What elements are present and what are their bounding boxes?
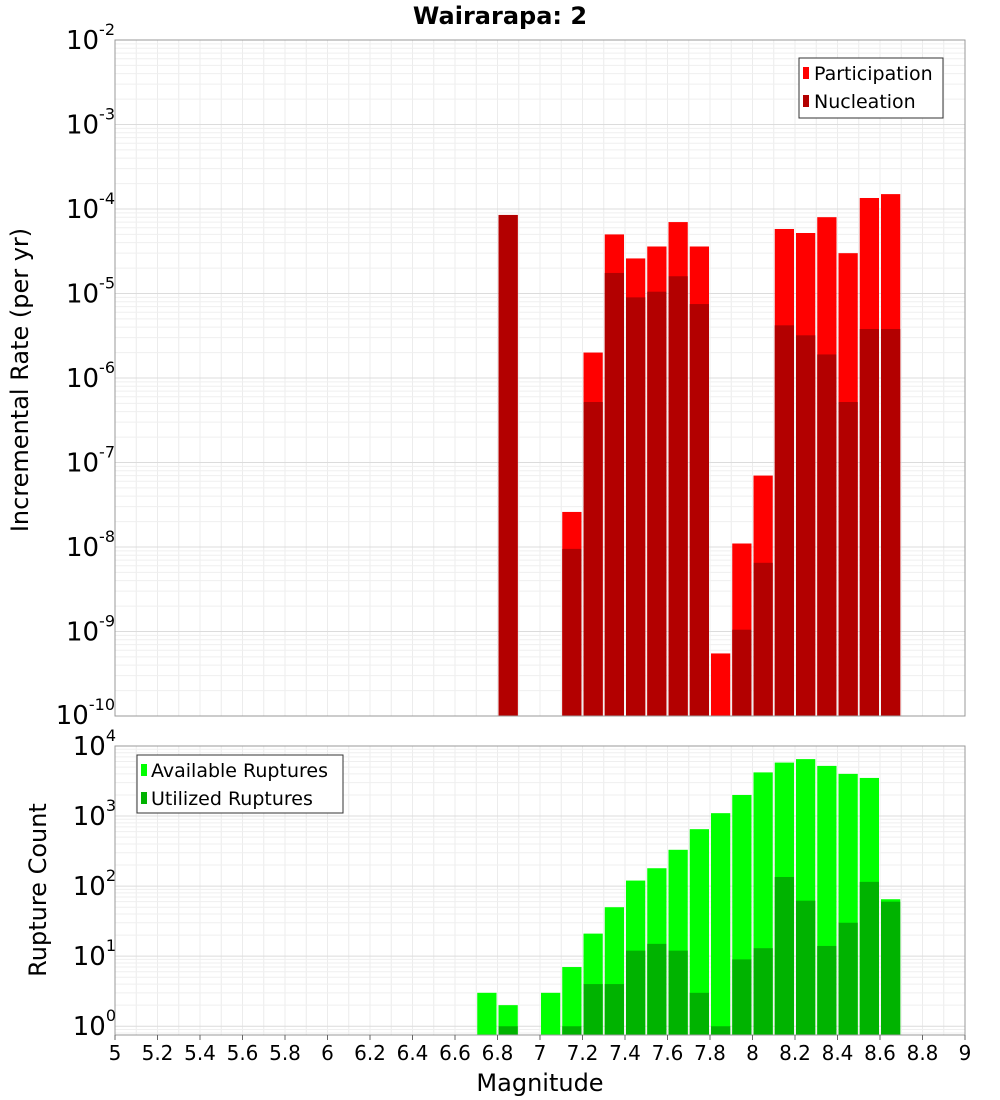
x-tick-label: 8 xyxy=(746,1041,759,1065)
utilized-ruptures-bar xyxy=(859,881,879,1035)
utilized-ruptures-bar xyxy=(881,901,901,1035)
nucleation-bar xyxy=(498,214,518,716)
utilized-ruptures-bar xyxy=(774,876,794,1035)
utilized-ruptures-bar xyxy=(604,984,624,1035)
nucleation-bar xyxy=(774,325,794,716)
x-tick-label: 8.8 xyxy=(907,1041,939,1065)
x-tick-label: 6 xyxy=(321,1041,334,1065)
top-y-tick-label: 10-6 xyxy=(66,358,115,394)
utilized-ruptures-bar xyxy=(732,959,752,1035)
legend-swatch xyxy=(803,67,809,79)
chart-title: Wairarapa: 2 xyxy=(413,2,587,30)
x-tick-label: 5.8 xyxy=(269,1041,301,1065)
x-tick-label: 6.4 xyxy=(397,1041,429,1065)
nucleation-bar xyxy=(668,276,688,716)
legend-swatch xyxy=(141,764,147,776)
bottom-plot-bars xyxy=(477,759,901,1035)
x-tick-label: 6.6 xyxy=(439,1041,471,1065)
x-axis-label: Magnitude xyxy=(476,1069,603,1097)
utilized-ruptures-bar xyxy=(562,1026,582,1035)
legend-label: Utilized Ruptures xyxy=(151,788,313,810)
top-y-tick-label: 10-9 xyxy=(66,612,115,648)
nucleation-bar xyxy=(881,329,901,716)
participation-bar xyxy=(711,653,731,716)
nucleation-bar xyxy=(796,335,816,716)
available-ruptures-bar xyxy=(562,967,582,1035)
x-tick-label: 8.6 xyxy=(864,1041,896,1065)
utilized-ruptures-bar xyxy=(626,950,646,1035)
nucleation-bar xyxy=(689,304,709,716)
x-tick-label: 7.4 xyxy=(609,1041,641,1065)
legend-label: Nucleation xyxy=(814,91,916,113)
nucleation-bar xyxy=(838,401,858,716)
x-tick-labels: 5 5.2 5.4 5.6 5.8 6 6.2 6.4 6.6 6.8 7 7.2 7.4 7.6 7.8 8… xyxy=(109,1035,972,1065)
utilized-ruptures-bar xyxy=(498,1026,518,1035)
top-plot-bars xyxy=(498,194,901,717)
nucleation-bar xyxy=(817,354,837,716)
x-tick-label: 5 xyxy=(109,1041,122,1065)
utilized-ruptures-bar xyxy=(711,1026,731,1035)
utilized-ruptures-bar xyxy=(668,950,688,1035)
utilized-ruptures-bar xyxy=(796,900,816,1035)
utilized-ruptures-bar xyxy=(838,922,858,1035)
bottom-y-tick-label: 100 xyxy=(73,1006,116,1042)
utilized-ruptures-bar xyxy=(647,943,667,1035)
legend-swatch xyxy=(141,792,147,804)
bottom-y-tick-label: 102 xyxy=(73,866,116,902)
utilized-ruptures-bar xyxy=(583,984,603,1035)
nucleation-bar xyxy=(562,548,582,716)
nucleation-bar xyxy=(753,562,773,716)
top-y-tick-labels: 10-10 10-9 10-8 10-7 10-6 10-5 10-4 10-3 10-2 xyxy=(56,20,115,731)
top-y-tick-label: 10-5 xyxy=(66,274,115,310)
top-y-tick-label: 10-3 xyxy=(66,105,115,141)
utilized-ruptures-bar xyxy=(817,945,837,1035)
top-plot-frame xyxy=(114,39,966,717)
x-tick-label: 5.2 xyxy=(142,1041,174,1065)
x-tick-label: 6.2 xyxy=(354,1041,386,1065)
bottom-legend: Available Ruptures Utilized Ruptures xyxy=(136,754,344,814)
top-legend: Participation Nucleation xyxy=(798,57,944,119)
top-y-tick-label: 10-8 xyxy=(66,527,115,563)
top-legend-box xyxy=(798,57,944,119)
nucleation-bar xyxy=(604,272,624,716)
x-tick-label: 8.4 xyxy=(822,1041,854,1065)
nucleation-bar xyxy=(583,401,603,716)
x-tick-label: 7 xyxy=(534,1041,547,1065)
x-tick-label: 8.2 xyxy=(779,1041,811,1065)
top-plot-gridlines xyxy=(114,40,966,717)
bottom-y-tick-label: 101 xyxy=(73,936,116,972)
legend-label: Available Ruptures xyxy=(151,760,328,782)
top-y-tick-label: 10-7 xyxy=(66,443,115,479)
nucleation-bar xyxy=(732,629,752,716)
top-y-tick-label: 10-10 xyxy=(56,695,115,731)
bottom-legend-box xyxy=(136,754,344,814)
available-ruptures-bar xyxy=(689,829,709,1035)
nucleation-bar xyxy=(626,297,646,716)
top-y-axis-label: Incremental Rate (per yr) xyxy=(6,228,34,532)
bottom-y-tick-label: 103 xyxy=(73,796,116,832)
bottom-y-tick-labels: 100 101 102 103 104 xyxy=(73,726,116,1042)
bottom-y-axis-label: Rupture Count xyxy=(24,803,52,977)
legend-swatch xyxy=(803,95,809,107)
utilized-ruptures-bar xyxy=(689,992,709,1035)
x-tick-label: 7.2 xyxy=(567,1041,599,1065)
nucleation-bar xyxy=(859,329,879,716)
nucleation-bar xyxy=(647,291,667,716)
available-ruptures-bar xyxy=(711,813,731,1035)
x-tick-label: 9 xyxy=(959,1041,972,1065)
x-tick-label: 5.4 xyxy=(184,1041,216,1065)
bottom-y-tick-label: 104 xyxy=(73,726,116,762)
x-tick-label: 7.6 xyxy=(652,1041,684,1065)
top-y-tick-label: 10-4 xyxy=(66,189,115,225)
x-tick-label: 7.8 xyxy=(694,1041,726,1065)
available-ruptures-bar xyxy=(541,992,561,1035)
top-y-tick-label: 10-2 xyxy=(66,20,115,56)
legend-label: Participation xyxy=(814,63,933,85)
available-ruptures-bar xyxy=(477,992,497,1035)
x-tick-label: 6.8 xyxy=(482,1041,514,1065)
utilized-ruptures-bar xyxy=(753,948,773,1035)
x-tick-label: 5.6 xyxy=(227,1041,259,1065)
